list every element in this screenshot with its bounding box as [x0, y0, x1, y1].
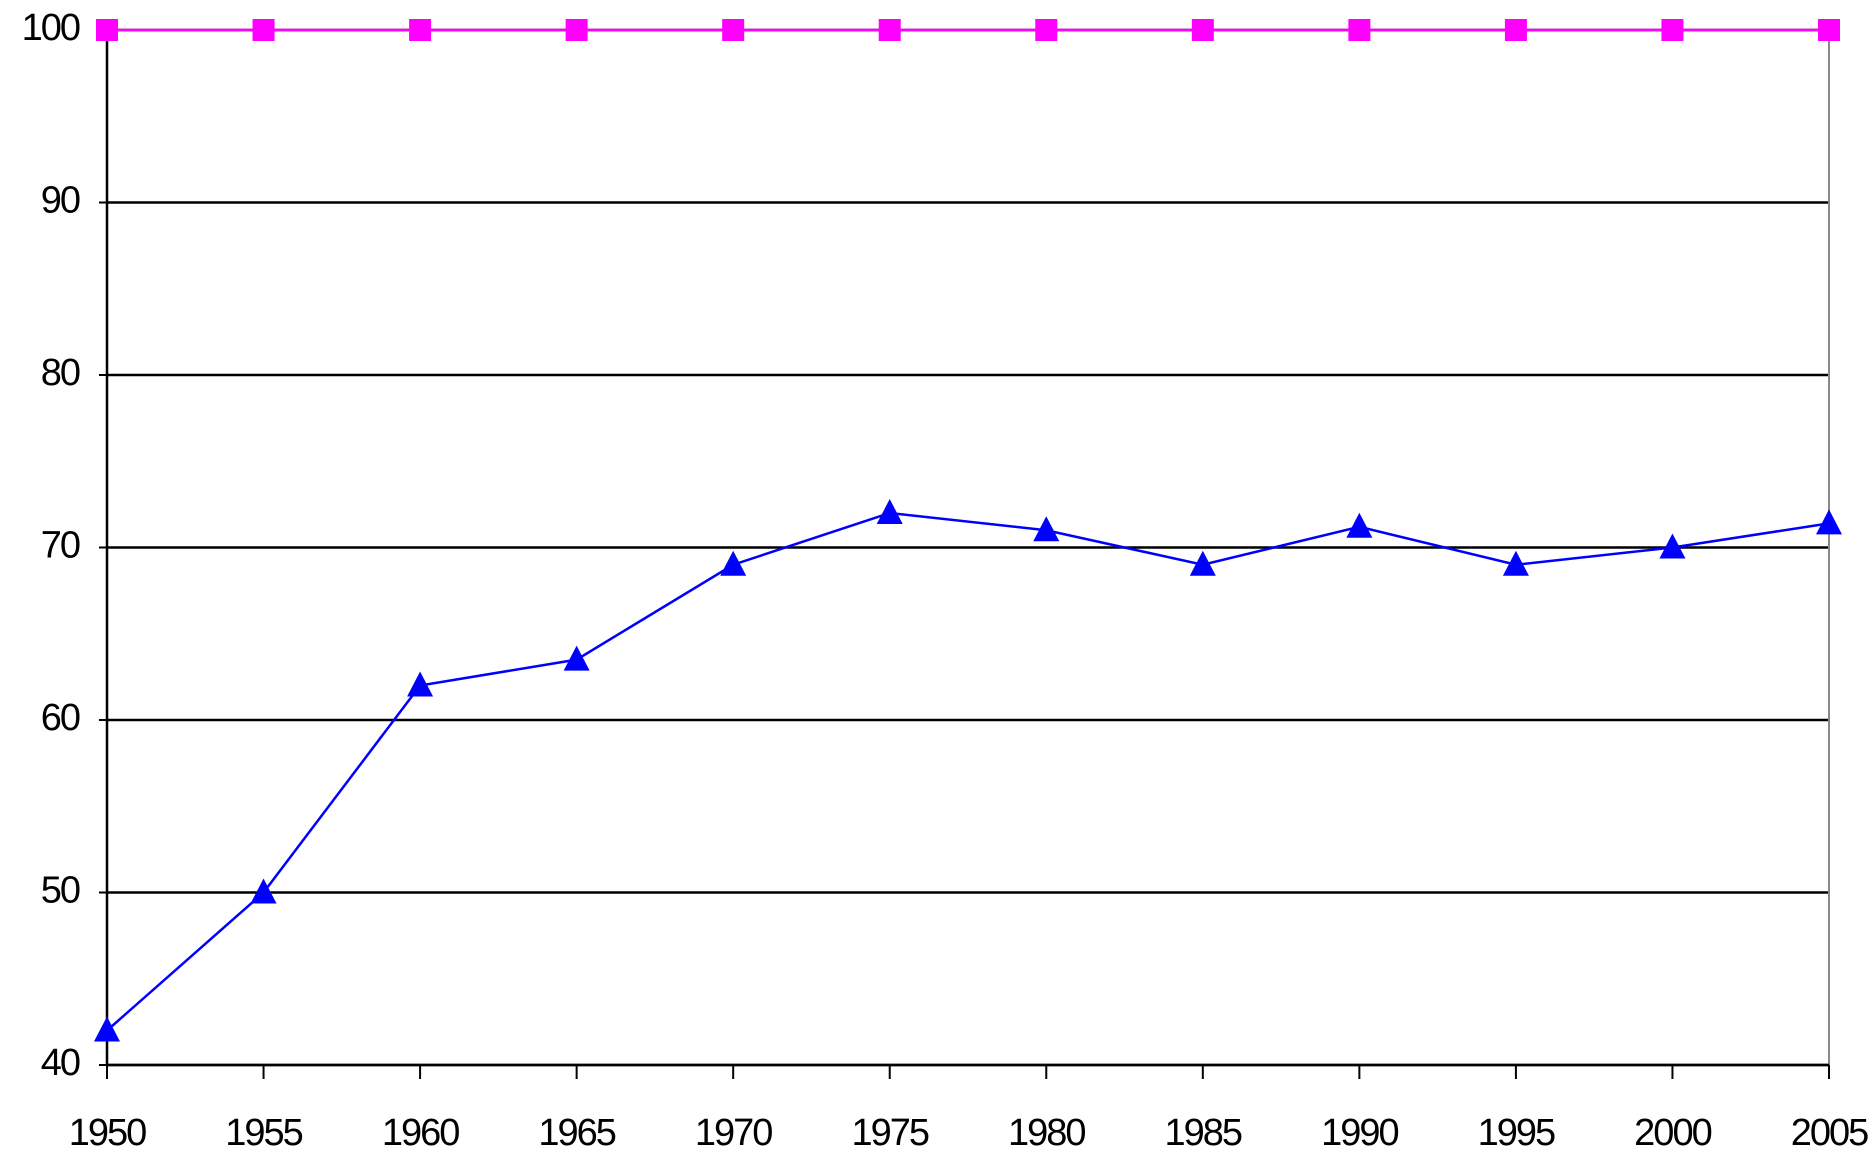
x-tick-label: 1975: [851, 1112, 928, 1154]
marker-triangle: [1346, 512, 1373, 538]
marker-square: [1661, 19, 1684, 41]
marker-triangle: [94, 1016, 120, 1042]
y-tick-label: 50: [41, 870, 80, 912]
marker-triangle: [407, 671, 434, 697]
y-tick-label: 40: [41, 1042, 80, 1084]
marker-triangle: [1189, 550, 1216, 576]
y-tick-label: 100: [22, 7, 80, 49]
y-tick-label: 70: [41, 525, 80, 567]
marker-triangle: [1659, 533, 1686, 559]
x-tick-label: 2005: [1791, 1112, 1868, 1154]
series-line: [106, 511, 1830, 1032]
x-tick-label: 1965: [538, 1112, 615, 1154]
marker-square: [878, 19, 901, 41]
x-tick-label: 1980: [1008, 1112, 1085, 1154]
marker-square: [409, 19, 432, 41]
marker-square: [96, 19, 118, 41]
x-tick-label: 1970: [695, 1112, 772, 1154]
y-tick-label: 90: [41, 180, 80, 222]
marker-square: [565, 19, 588, 41]
x-tick-label: 2000: [1634, 1112, 1711, 1154]
x-tick-label: 1960: [382, 1112, 459, 1154]
x-tick-label: 1990: [1321, 1112, 1398, 1154]
x-tick-label: 1955: [225, 1112, 302, 1154]
marker-square: [1191, 19, 1214, 41]
marker-triangle: [1816, 509, 1842, 535]
marker-square: [1818, 19, 1840, 41]
marker-triangle: [250, 878, 277, 904]
y-tick-label: 80: [41, 352, 80, 394]
marker-square: [1035, 19, 1058, 41]
marker-square: [1504, 19, 1527, 41]
marker-triangle: [1502, 550, 1529, 576]
marker-square: [722, 19, 745, 41]
y-tick-label: 60: [41, 697, 80, 739]
x-tick-label: 1985: [1165, 1112, 1242, 1154]
marker-triangle: [720, 550, 747, 576]
marker-triangle: [1033, 516, 1060, 542]
x-tick-label: 1995: [1478, 1112, 1555, 1154]
marker-square: [252, 19, 275, 41]
x-tick-label: 1950: [69, 1112, 146, 1154]
marker-square: [1348, 19, 1371, 41]
marker-triangle: [876, 499, 903, 524]
marker-triangle: [563, 645, 590, 671]
